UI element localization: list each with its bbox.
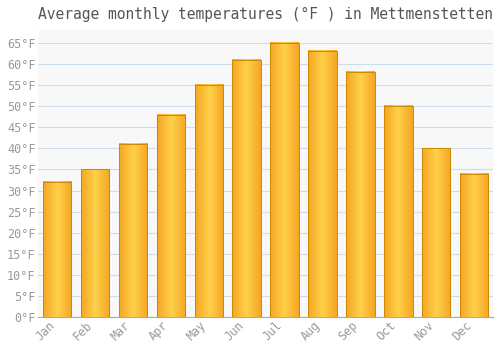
- Bar: [232, 60, 261, 317]
- Bar: [460, 174, 488, 317]
- Title: Average monthly temperatures (°F ) in Mettmenstetten: Average monthly temperatures (°F ) in Me…: [38, 7, 493, 22]
- Bar: [384, 106, 412, 317]
- Bar: [422, 148, 450, 317]
- Bar: [81, 169, 110, 317]
- Bar: [194, 85, 223, 317]
- Bar: [43, 182, 72, 317]
- Bar: [308, 51, 336, 317]
- Bar: [270, 43, 299, 317]
- Bar: [156, 114, 185, 317]
- Bar: [119, 144, 147, 317]
- Bar: [346, 72, 374, 317]
